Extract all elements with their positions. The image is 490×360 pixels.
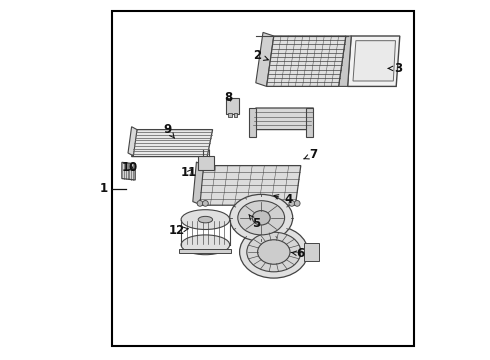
Ellipse shape [181,210,230,230]
Bar [304,243,319,261]
Ellipse shape [238,201,285,235]
Polygon shape [193,162,204,204]
Bar [112,11,414,346]
Ellipse shape [252,211,270,225]
Text: 2: 2 [253,49,269,62]
Text: 11: 11 [181,166,197,179]
Polygon shape [128,127,137,156]
Polygon shape [347,36,400,86]
Ellipse shape [247,232,301,272]
Circle shape [289,201,294,206]
Text: 10: 10 [122,161,138,174]
Ellipse shape [258,240,290,264]
Polygon shape [132,130,213,157]
Polygon shape [179,249,231,253]
Polygon shape [248,108,256,137]
Ellipse shape [240,226,308,278]
Bar [226,98,239,114]
Polygon shape [252,108,314,130]
Polygon shape [267,36,346,86]
Text: 8: 8 [225,91,233,104]
Text: 3: 3 [388,62,402,75]
Polygon shape [256,32,274,86]
Text: 1: 1 [100,183,108,195]
Circle shape [197,201,203,206]
Bar [234,113,238,117]
Polygon shape [306,108,314,137]
Bar [228,113,232,117]
Text: 7: 7 [304,148,318,161]
Polygon shape [198,166,301,205]
Ellipse shape [198,216,213,223]
Text: 12: 12 [169,224,188,237]
Text: 9: 9 [164,123,174,138]
Polygon shape [339,36,351,86]
Text: 5: 5 [249,215,260,230]
Circle shape [294,201,300,206]
Polygon shape [353,41,395,81]
Ellipse shape [181,235,230,255]
Bar [198,156,214,170]
Ellipse shape [230,194,293,241]
Text: 6: 6 [291,247,305,260]
Circle shape [202,201,208,206]
Polygon shape [122,162,135,180]
Text: 4: 4 [274,193,293,206]
